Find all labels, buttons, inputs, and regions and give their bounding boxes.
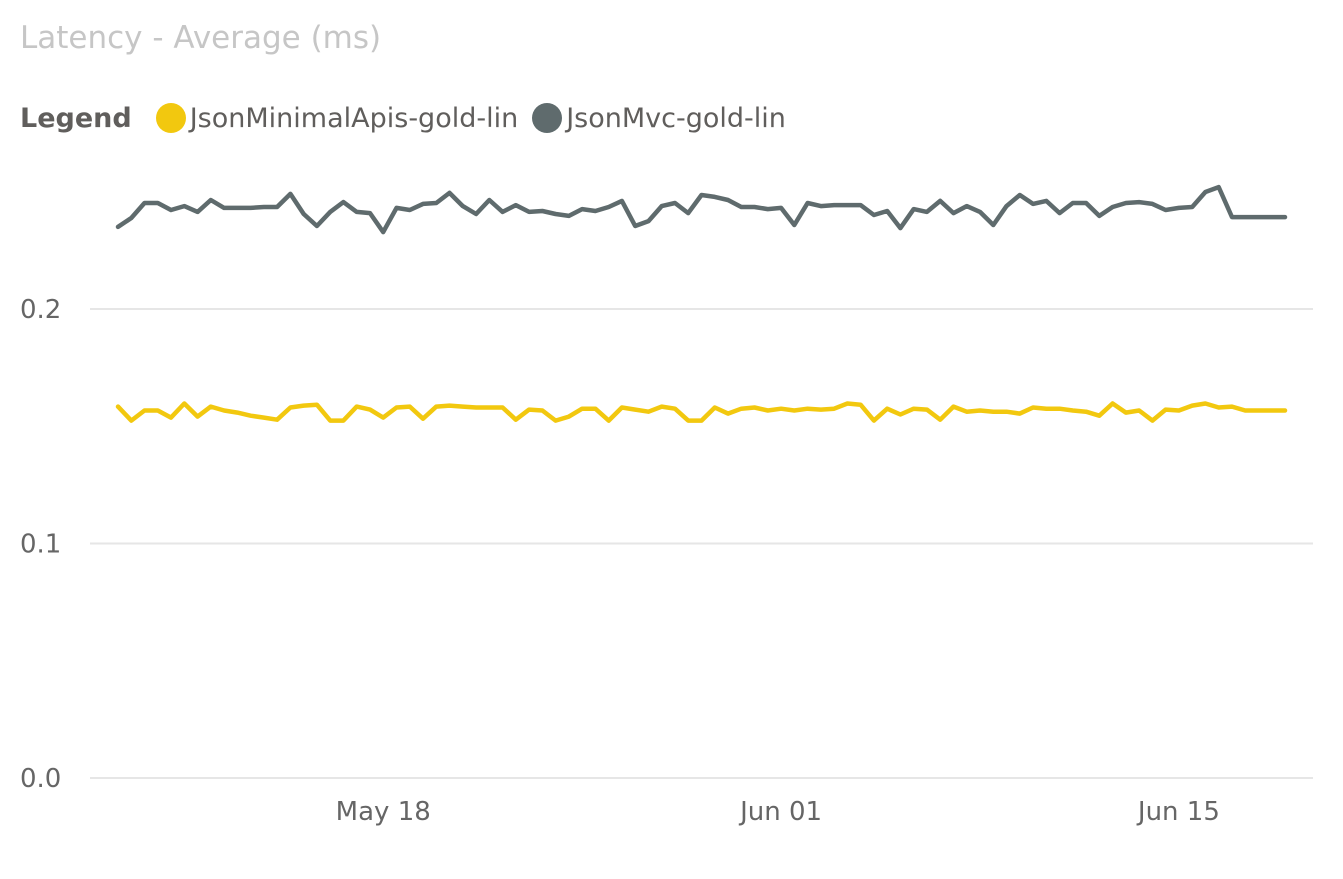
chart-title: Latency - Average (ms): [20, 20, 382, 56]
legend-marker-series-1: [155, 103, 186, 133]
x-tick-label: Jun 01: [738, 797, 822, 827]
series-line-2[interactable]: [115, 184, 1288, 235]
legend-label-series-2: JsonMvc-gold-lin: [566, 102, 786, 134]
x-tick-label: Jun 15: [1136, 797, 1220, 827]
legend-item-series-2[interactable]: JsonMvc-gold-lin: [532, 103, 786, 134]
legend-title: Legend: [20, 102, 132, 134]
y-tick-label: 0.1: [20, 530, 61, 560]
y-tick-label: 0.2: [20, 295, 61, 325]
x-tick-label: May 18: [336, 797, 431, 827]
legend-item-series-1[interactable]: JsonMinimalApis-gold-lin: [155, 102, 519, 134]
legend-label-series-1: JsonMinimalApis-gold-lin: [189, 102, 519, 134]
y-tick-label: 0.0: [20, 764, 61, 794]
legend: Legend JsonMinimalApis-gold-lin JsonMvc-…: [20, 100, 800, 136]
series-line-1[interactable]: [115, 401, 1288, 423]
legend-marker-series-2: [532, 103, 563, 133]
